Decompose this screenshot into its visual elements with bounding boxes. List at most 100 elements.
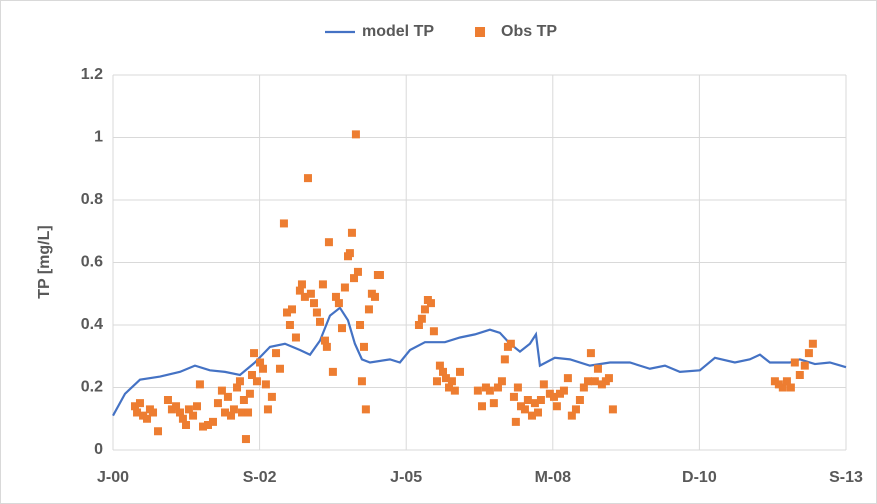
obs-point (533, 408, 542, 417)
obs-point (441, 374, 450, 383)
obs-point (235, 377, 244, 386)
obs-point (303, 174, 312, 183)
x-tick-label: D-10 (682, 469, 717, 486)
obs-point (375, 271, 384, 279)
obs-point (590, 377, 599, 386)
obs-point (328, 367, 337, 376)
obs-point (244, 408, 253, 417)
obs-point (300, 292, 309, 301)
obs-point (579, 383, 588, 392)
obs-point (250, 349, 259, 358)
obs-point (800, 361, 809, 370)
obs-point (256, 358, 265, 367)
obs-point (527, 411, 536, 420)
obs-point (552, 402, 561, 411)
obs-point (489, 399, 498, 408)
obs-point (539, 380, 548, 389)
obs-point (604, 374, 613, 383)
obs-point (447, 377, 456, 386)
obs-point (804, 349, 813, 358)
x-tick-label: J-05 (390, 469, 422, 486)
model-line (112, 306, 847, 417)
obs-point (143, 414, 152, 423)
obs-point (241, 435, 250, 444)
obs-point (420, 305, 429, 314)
y-tick-label: 0.8 (81, 191, 103, 208)
obs-point (350, 274, 359, 283)
obs-point (238, 408, 247, 417)
obs-point (782, 377, 791, 386)
obs-point (154, 427, 163, 436)
obs-point (426, 299, 435, 308)
obs-point (417, 314, 426, 323)
obs-point (513, 383, 522, 392)
obs-point (506, 339, 515, 348)
obs-point (291, 333, 300, 342)
obs-point (252, 377, 261, 386)
obs-point (315, 317, 324, 326)
obs-point (195, 380, 204, 389)
obs-point (545, 389, 554, 398)
obs-point (509, 392, 518, 401)
obs-point (223, 392, 232, 401)
obs-point (351, 130, 360, 139)
obs-point (493, 383, 502, 392)
obs-point (213, 399, 222, 408)
obs-point (285, 321, 294, 329)
y-axis-label: TP [mg/L] (36, 225, 53, 298)
obs-point (536, 396, 545, 404)
obs-point (272, 349, 281, 358)
obs-point (485, 386, 494, 395)
obs-point (283, 308, 292, 317)
legend-label: model TP (362, 23, 434, 40)
obs-point (172, 402, 181, 411)
obs-point (523, 396, 532, 404)
obs-point (497, 377, 506, 386)
obs-point (432, 377, 441, 386)
obs-point (267, 392, 276, 401)
obs-point (456, 367, 465, 376)
legend-swatch (475, 27, 486, 37)
y-tick-label: 1.2 (81, 66, 103, 83)
obs-point (414, 321, 423, 329)
obs-point (275, 364, 284, 373)
obs-point (583, 377, 592, 386)
obs-point (356, 321, 365, 329)
obs-point (345, 249, 354, 258)
obs-point (318, 280, 327, 289)
obs-point (263, 405, 272, 414)
obs-point (347, 228, 356, 237)
obs-point (549, 392, 558, 401)
obs-point (563, 374, 572, 383)
y-tick-label: 0.6 (81, 254, 103, 271)
obs-point (247, 371, 256, 379)
obs-point (435, 361, 444, 370)
obs-point (309, 299, 318, 308)
obs-point (324, 238, 333, 247)
obs-point (790, 358, 799, 367)
obs-point (167, 405, 176, 414)
obs-point (203, 421, 212, 429)
x-tick-label: J-00 (97, 469, 129, 486)
obs-point (500, 355, 509, 364)
obs-point (229, 405, 238, 414)
obs-point (334, 299, 343, 308)
obs-point (279, 219, 288, 228)
obs-point (199, 422, 208, 431)
obs-point (593, 364, 602, 373)
obs-point (297, 280, 306, 289)
y-tick-label: 0.4 (81, 316, 103, 333)
obs-point (163, 396, 172, 404)
obs-point (445, 383, 454, 392)
obs-point (130, 402, 139, 411)
y-tick-label: 0 (94, 441, 103, 458)
obs-point (245, 389, 254, 398)
obs-point (312, 308, 321, 317)
obs-point (295, 286, 304, 295)
obs-point (438, 367, 447, 376)
obs-point (778, 383, 787, 392)
obs-point (320, 336, 329, 345)
obs-point (217, 386, 226, 395)
obs-point (786, 383, 795, 392)
